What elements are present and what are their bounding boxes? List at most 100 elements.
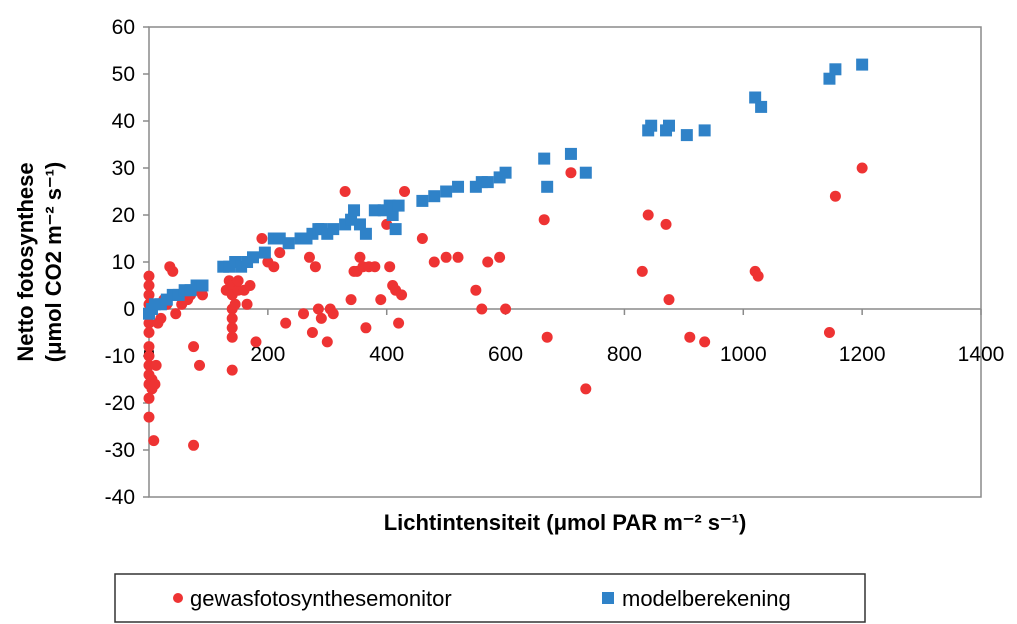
data-point-gewasfotosynthesemonitor	[143, 341, 155, 353]
legend: gewasfotosynthesemonitor modelberekening	[114, 573, 866, 623]
data-point-gewasfotosynthesemonitor	[143, 392, 155, 404]
data-point-modelberekening	[416, 194, 429, 207]
data-point-gewasfotosynthesemonitor	[149, 378, 161, 390]
y-tick-label: -40	[105, 486, 135, 509]
data-point-modelberekening	[856, 58, 869, 71]
data-point-modelberekening	[698, 124, 711, 137]
y-tick-label: 0	[123, 298, 135, 321]
data-point-gewasfotosynthesemonitor	[196, 289, 208, 301]
x-axis-title: Lichtintensiteit (μmol PAR m⁻² s⁻¹)	[384, 510, 747, 535]
data-point-modelberekening	[541, 180, 554, 193]
data-point-gewasfotosynthesemonitor	[494, 251, 506, 263]
data-point-modelberekening	[749, 91, 762, 104]
y-axis-title-line2: (μmol CO2 m⁻² s⁻¹)	[41, 162, 66, 362]
data-point-gewasfotosynthesemonitor	[699, 336, 711, 348]
data-point-modelberekening	[440, 185, 453, 198]
data-point-modelberekening	[663, 119, 675, 132]
data-point-gewasfotosynthesemonitor	[321, 336, 333, 348]
x-tick-label: 1000	[720, 343, 767, 366]
data-point-modelberekening	[538, 152, 551, 165]
data-point-gewasfotosynthesemonitor	[399, 186, 411, 197]
series-modelberekening	[143, 58, 869, 320]
data-point-modelberekening	[829, 63, 842, 76]
data-point-gewasfotosynthesemonitor	[143, 289, 155, 301]
data-point-gewasfotosynthesemonitor	[143, 317, 155, 329]
data-point-gewasfotosynthesemonitor	[538, 214, 550, 226]
data-point-gewasfotosynthesemonitor	[226, 322, 238, 334]
data-point-gewasfotosynthesemonitor	[752, 270, 764, 282]
legend-marker-gewasfotosynthesemonitor	[173, 593, 183, 603]
data-point-gewasfotosynthesemonitor	[150, 359, 162, 371]
data-point-gewasfotosynthesemonitor	[660, 218, 672, 230]
y-tick-label: 20	[112, 204, 135, 227]
data-point-gewasfotosynthesemonitor	[642, 209, 654, 221]
data-point-gewasfotosynthesemonitor	[856, 162, 868, 174]
data-point-gewasfotosynthesemonitor	[354, 251, 366, 263]
data-point-gewasfotosynthesemonitor	[244, 280, 256, 291]
data-point-modelberekening	[428, 190, 441, 203]
y-tick-label: -10	[105, 345, 135, 368]
data-point-gewasfotosynthesemonitor	[663, 294, 675, 306]
data-point-gewasfotosynthesemonitor	[339, 186, 351, 197]
data-point-gewasfotosynthesemonitor	[298, 308, 310, 320]
data-point-gewasfotosynthesemonitor	[416, 233, 428, 244]
data-point-gewasfotosynthesemonitor	[250, 336, 262, 348]
data-point-gewasfotosynthesemonitor	[188, 341, 200, 353]
y-tick-label: 40	[112, 110, 135, 133]
data-point-gewasfotosynthesemonitor	[143, 411, 155, 423]
data-point-gewasfotosynthesemonitor	[155, 312, 167, 324]
data-point-gewasfotosynthesemonitor	[143, 350, 155, 362]
data-point-gewasfotosynthesemonitor	[188, 439, 200, 451]
data-point-modelberekening	[452, 180, 465, 193]
data-point-gewasfotosynthesemonitor	[541, 331, 553, 343]
data-point-gewasfotosynthesemonitor	[312, 303, 324, 315]
data-point-gewasfotosynthesemonitor	[167, 265, 179, 277]
y-tick-label: 10	[112, 251, 135, 274]
data-point-gewasfotosynthesemonitor	[396, 289, 408, 301]
data-point-gewasfotosynthesemonitor	[452, 251, 464, 263]
data-point-modelberekening	[481, 176, 494, 189]
data-point-gewasfotosynthesemonitor	[470, 284, 482, 296]
data-point-gewasfotosynthesemonitor	[148, 435, 160, 447]
y-tick-label: -20	[105, 392, 135, 415]
data-point-gewasfotosynthesemonitor	[194, 359, 206, 371]
data-point-modelberekening	[386, 209, 399, 221]
data-point-gewasfotosynthesemonitor	[327, 308, 339, 320]
data-point-gewasfotosynthesemonitor	[428, 256, 440, 268]
data-point-gewasfotosynthesemonitor	[229, 298, 241, 310]
data-point-gewasfotosynthesemonitor	[143, 280, 155, 291]
data-point-modelberekening	[755, 100, 768, 113]
data-point-gewasfotosynthesemonitor	[143, 327, 155, 338]
data-point-modelberekening	[392, 199, 405, 212]
data-point-modelberekening	[499, 166, 512, 179]
data-point-gewasfotosynthesemonitor	[315, 312, 327, 324]
legend-label-modelberekening: modelberekening	[622, 586, 791, 611]
data-point-modelberekening	[327, 223, 340, 236]
y-tick-label: 30	[112, 157, 135, 180]
data-point-gewasfotosynthesemonitor	[170, 308, 182, 320]
data-point-gewasfotosynthesemonitor	[375, 294, 387, 306]
data-point-modelberekening	[823, 72, 836, 85]
data-point-modelberekening	[353, 218, 366, 231]
data-point-gewasfotosynthesemonitor	[684, 331, 696, 343]
x-tick-label: 1400	[958, 343, 1005, 366]
x-tick-label: 600	[488, 343, 523, 366]
data-point-modelberekening	[389, 223, 402, 236]
data-point-modelberekening	[359, 227, 372, 240]
legend-label-gewasfotosynthesemonitor: gewasfotosynthesemonitor	[190, 586, 452, 611]
data-point-gewasfotosynthesemonitor	[274, 247, 286, 259]
data-point-gewasfotosynthesemonitor	[309, 261, 321, 273]
series-layer	[143, 58, 869, 451]
data-point-gewasfotosynthesemonitor	[500, 303, 512, 315]
data-point-gewasfotosynthesemonitor	[280, 317, 292, 329]
y-tick-label: 60	[112, 16, 135, 39]
data-point-gewasfotosynthesemonitor	[823, 327, 835, 338]
data-point-gewasfotosynthesemonitor	[345, 294, 357, 306]
data-point-gewasfotosynthesemonitor	[306, 327, 318, 338]
data-point-gewasfotosynthesemonitor	[256, 233, 268, 244]
x-tick-label: 200	[250, 343, 285, 366]
data-point-gewasfotosynthesemonitor	[580, 383, 592, 395]
data-point-gewasfotosynthesemonitor	[829, 190, 841, 202]
series-gewasfotosynthesemonitor	[143, 162, 868, 451]
